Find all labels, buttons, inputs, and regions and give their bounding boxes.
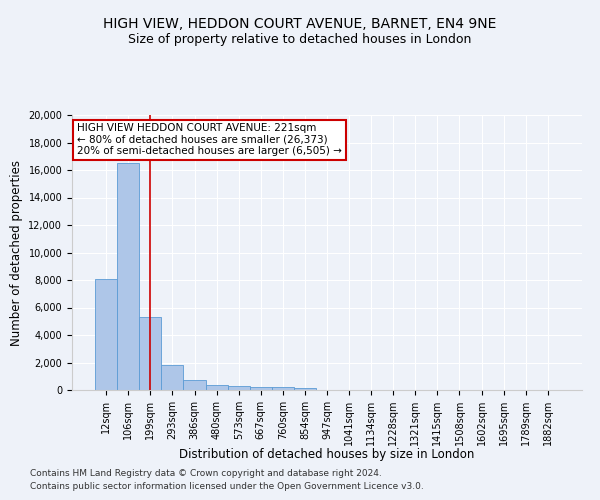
Bar	[139, 317, 161, 390]
Text: Contains public sector information licensed under the Open Government Licence v3: Contains public sector information licen…	[30, 482, 424, 491]
Text: Size of property relative to detached houses in London: Size of property relative to detached ho…	[128, 32, 472, 46]
Bar	[184, 380, 206, 390]
Text: HIGH VIEW, HEDDON COURT AVENUE, BARNET, EN4 9NE: HIGH VIEW, HEDDON COURT AVENUE, BARNET, …	[103, 18, 497, 32]
X-axis label: Distribution of detached houses by size in London: Distribution of detached houses by size …	[179, 448, 475, 461]
Bar	[161, 364, 184, 390]
Bar	[250, 387, 272, 390]
Bar	[117, 163, 139, 390]
Bar	[95, 278, 117, 390]
Bar	[294, 388, 316, 390]
Text: HIGH VIEW HEDDON COURT AVENUE: 221sqm
← 80% of detached houses are smaller (26,3: HIGH VIEW HEDDON COURT AVENUE: 221sqm ← …	[77, 123, 342, 156]
Text: Contains HM Land Registry data © Crown copyright and database right 2024.: Contains HM Land Registry data © Crown c…	[30, 468, 382, 477]
Bar	[272, 387, 294, 390]
Y-axis label: Number of detached properties: Number of detached properties	[10, 160, 23, 346]
Bar	[227, 386, 250, 390]
Bar	[206, 385, 227, 390]
